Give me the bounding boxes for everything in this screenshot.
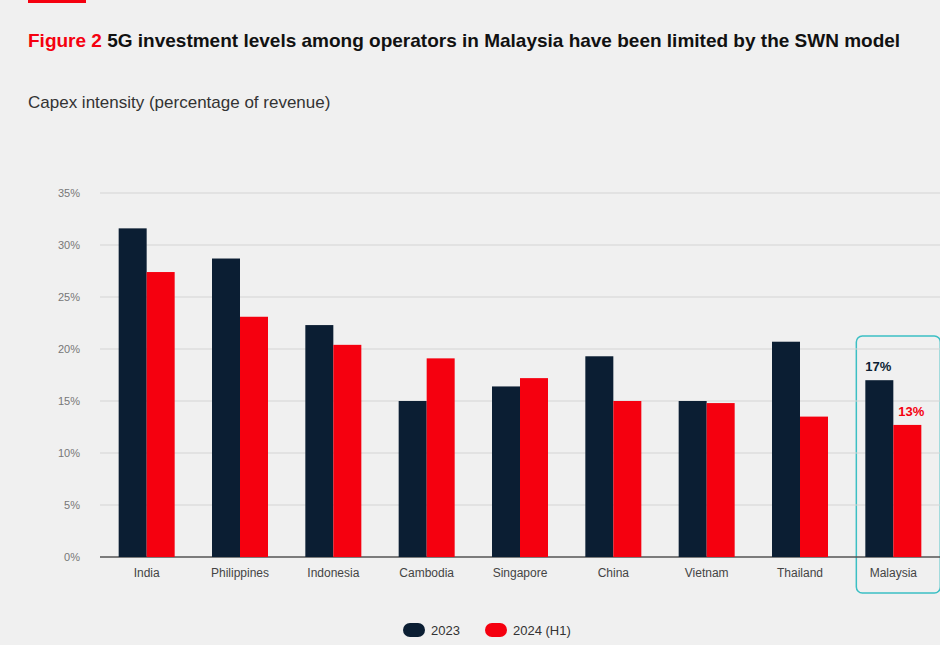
bar [865,380,893,557]
y-tick-label: 20% [58,343,80,355]
x-tick-label: India [134,566,160,580]
bar [333,345,361,557]
legend-swatch [485,623,507,637]
x-tick-label: China [598,566,630,580]
bar [305,325,333,557]
chart: 0% 5% 10% 15% 20% 25% 30% 35% 17% 13% India Philipp… [0,0,940,645]
legend: 2023 2024 (H1) [403,623,571,638]
y-tick-label: 0% [64,551,80,563]
bar [240,317,268,557]
bar [893,425,921,557]
highlight-box [856,336,940,593]
y-tick-label: 5% [64,499,80,511]
x-tick-label: Indonesia [307,566,359,580]
bar [427,358,455,557]
bar [399,401,427,557]
bar [613,401,641,557]
grid-line [100,193,940,194]
data-label: 17% [865,359,891,374]
title: Figure 2 5G investment levels among oper… [28,28,933,54]
y-tick-label: 30% [58,239,80,251]
y-tick-label: 35% [58,187,80,199]
x-tick-label: Singapore [493,566,548,580]
y-tick-label: 25% [58,291,80,303]
legend-label: 2023 [431,623,460,638]
subtitle: Capex intensity (percentage of revenue) [28,93,330,113]
bar [147,272,175,557]
bar [119,228,147,557]
bar [707,403,735,557]
bar [212,259,240,557]
x-tick-label: Thailand [777,566,823,580]
bar [800,417,828,557]
bar [520,378,548,557]
bar [585,356,613,557]
x-tick-label: Cambodia [399,566,454,580]
grid-line [100,245,940,246]
y-tick-label: 15% [58,395,80,407]
x-tick-label: Malaysia [870,566,918,580]
title-text: 5G investment levels among operators in … [107,30,900,51]
figure-label: Figure 2 [28,30,102,51]
x-tick-label: Philippines [211,566,269,580]
bar [679,401,707,557]
x-tick-label: Vietnam [685,566,729,580]
data-label: 13% [898,404,924,419]
legend-swatch [403,623,425,637]
accent-bar [28,0,86,3]
legend-label: 2024 (H1) [513,623,571,638]
bar [772,342,800,557]
bars [119,228,922,557]
y-tick-label: 10% [58,447,80,459]
bar [492,386,520,557]
